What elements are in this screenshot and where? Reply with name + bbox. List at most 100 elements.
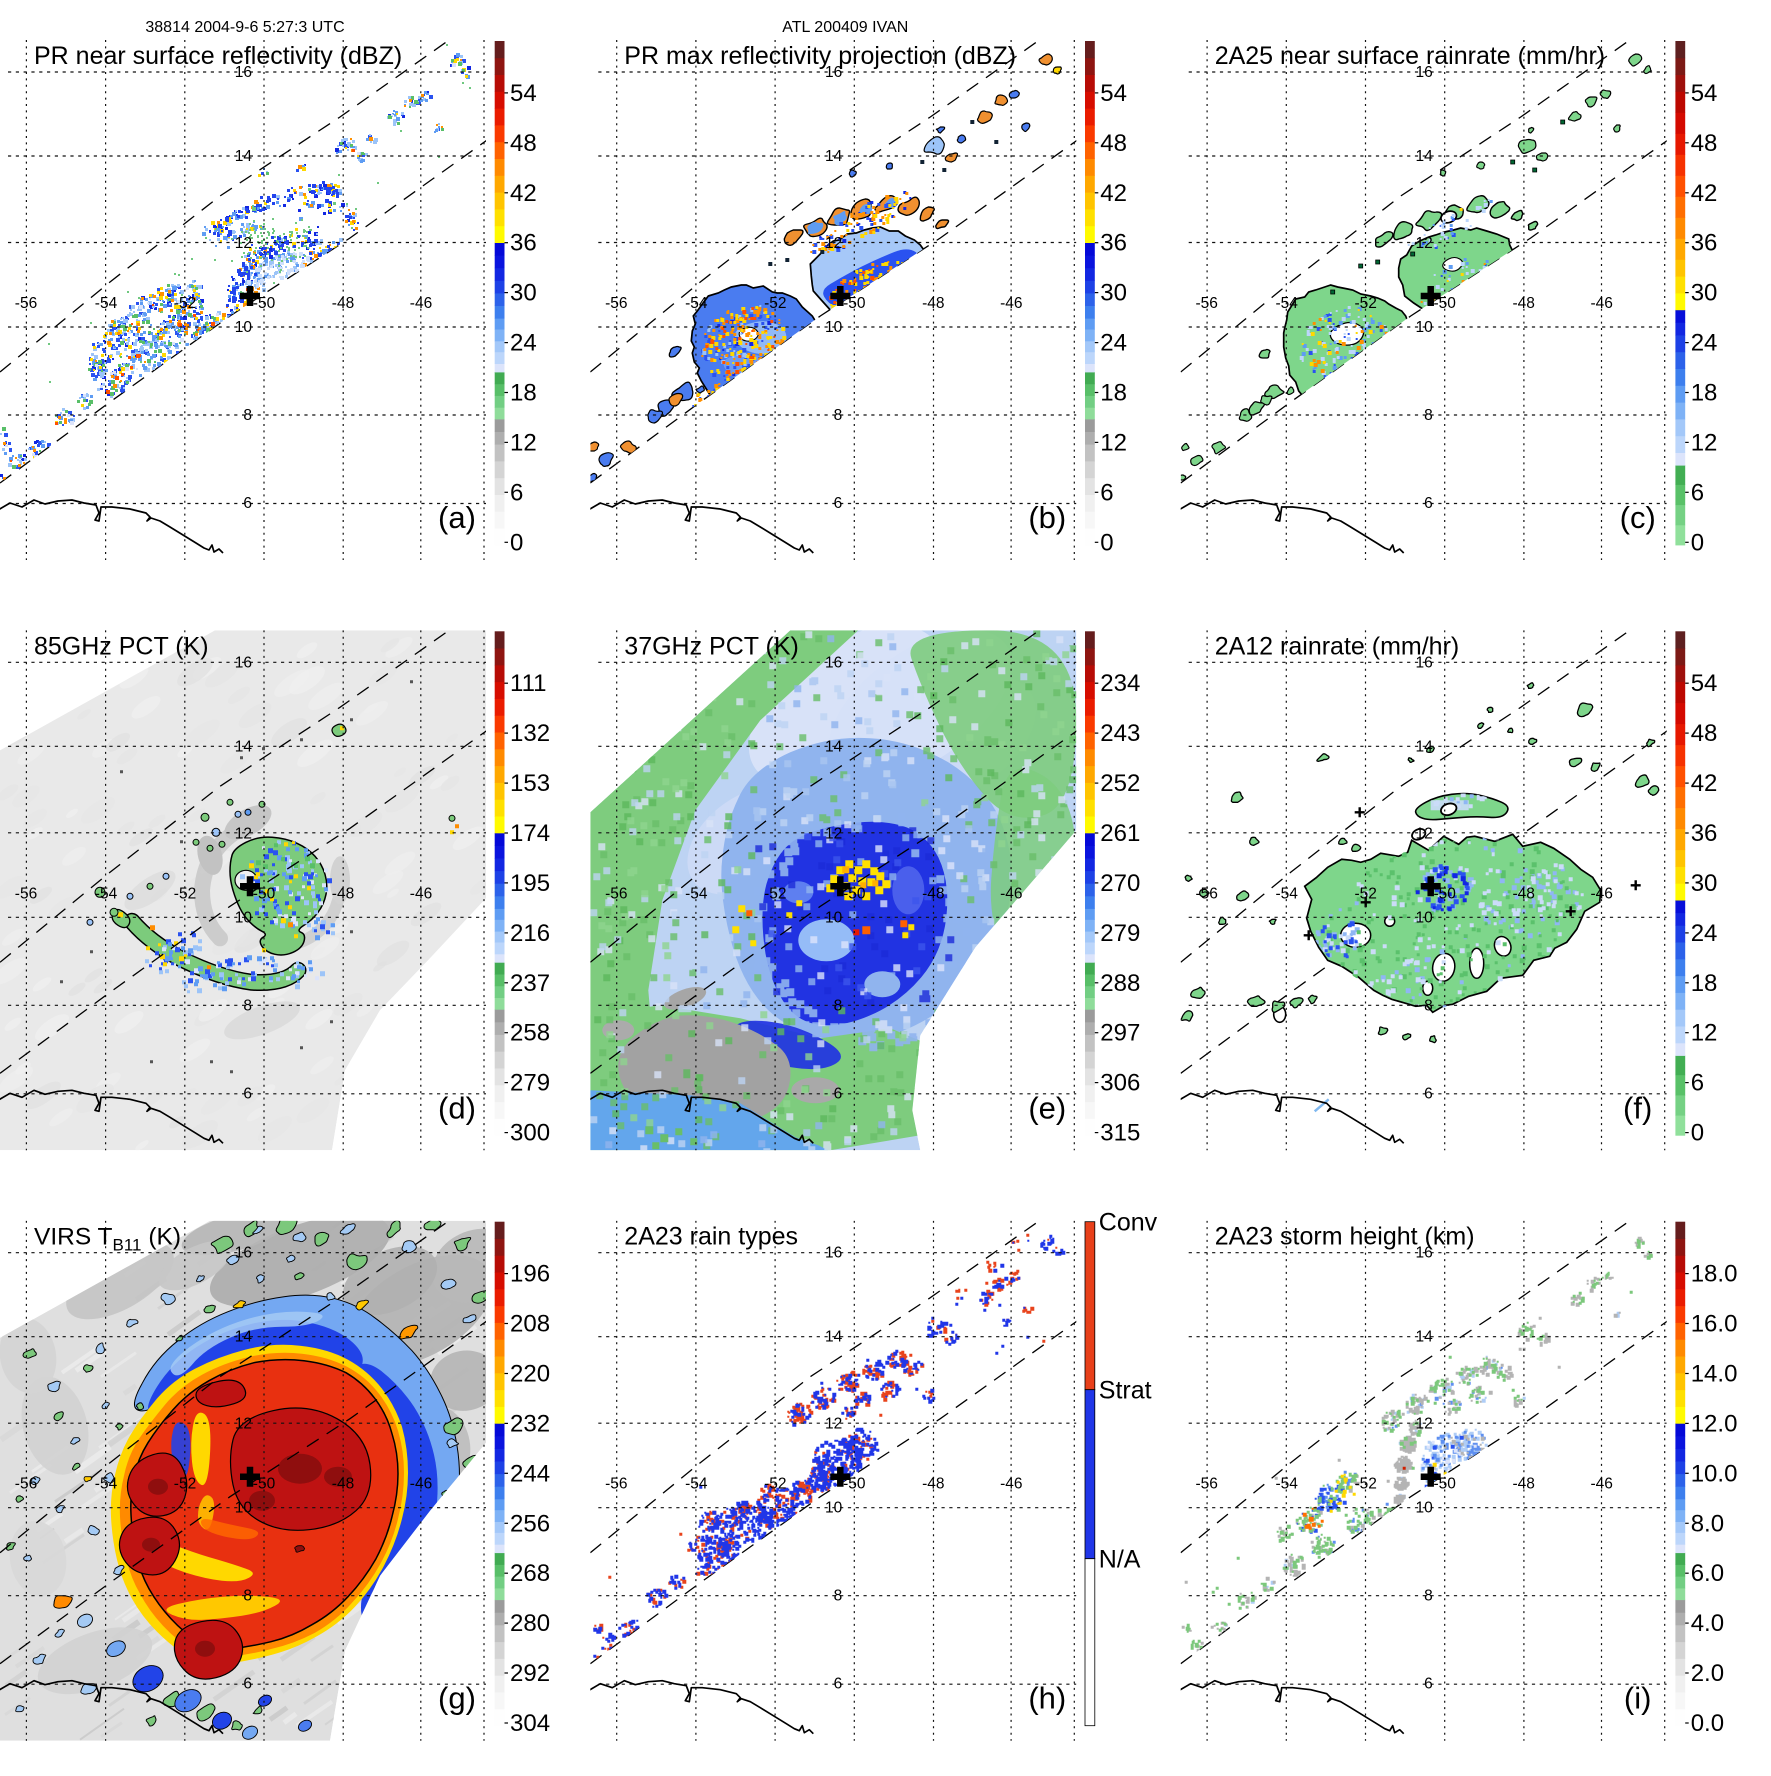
svg-text:256: 256: [510, 1510, 550, 1537]
svg-text:258: 258: [510, 1020, 550, 1047]
svg-text:292: 292: [510, 1660, 550, 1687]
svg-text:VIRS TB11 (K): VIRS TB11 (K): [34, 1224, 181, 1255]
svg-text:306: 306: [1100, 1070, 1140, 1097]
svg-text:-56: -56: [15, 1476, 37, 1493]
svg-text:6: 6: [510, 479, 523, 506]
svg-text:14: 14: [825, 738, 843, 755]
svg-text:-52: -52: [174, 885, 196, 902]
svg-text:24: 24: [1691, 920, 1718, 947]
svg-text:237: 237: [510, 970, 550, 997]
svg-text:54: 54: [1100, 80, 1127, 107]
svg-text:132: 132: [510, 720, 550, 747]
svg-text:-46: -46: [1000, 1476, 1022, 1493]
svg-text:2.0: 2.0: [1691, 1660, 1724, 1687]
svg-text:ATL 200409 IVAN: ATL 200409 IVAN: [782, 19, 908, 36]
svg-text:0.0: 0.0: [1691, 1710, 1724, 1737]
svg-text:Conv: Conv: [1099, 1209, 1158, 1237]
svg-text:12: 12: [1415, 825, 1432, 842]
svg-text:18: 18: [1100, 380, 1127, 407]
svg-text:(c): (c): [1620, 500, 1656, 535]
svg-text:12: 12: [825, 235, 842, 252]
svg-text:36: 36: [1100, 230, 1127, 257]
svg-text:300: 300: [510, 1120, 550, 1147]
svg-text:232: 232: [510, 1410, 550, 1437]
svg-text:8: 8: [834, 997, 843, 1014]
svg-text:-48: -48: [332, 295, 354, 312]
svg-text:(b): (b): [1028, 500, 1066, 535]
svg-text:30: 30: [510, 280, 537, 307]
svg-text:-52: -52: [764, 295, 786, 312]
svg-text:-50: -50: [843, 885, 866, 902]
svg-text:-48: -48: [922, 885, 944, 902]
svg-text:(i): (i): [1624, 1681, 1652, 1716]
svg-text:24: 24: [1691, 330, 1718, 357]
svg-text:16: 16: [1415, 654, 1432, 671]
svg-text:-56: -56: [1195, 1476, 1217, 1493]
svg-text:10: 10: [825, 1500, 843, 1517]
svg-text:-54: -54: [685, 885, 708, 902]
svg-text:PR max reflectivity projection: PR max reflectivity projection (dBZ): [624, 42, 1016, 70]
svg-text:42: 42: [510, 180, 537, 207]
svg-text:-46: -46: [1590, 295, 1612, 312]
svg-text:2A23 storm height (km): 2A23 storm height (km): [1215, 1223, 1475, 1251]
svg-text:-52: -52: [764, 1476, 786, 1493]
svg-text:10: 10: [1415, 1500, 1433, 1517]
svg-text:6: 6: [834, 1085, 843, 1102]
svg-text:-56: -56: [1195, 295, 1217, 312]
svg-text:-56: -56: [605, 1476, 627, 1493]
svg-text:-46: -46: [1590, 885, 1612, 902]
svg-text:(g): (g): [438, 1681, 476, 1716]
svg-text:37GHz PCT (K): 37GHz PCT (K): [624, 632, 799, 660]
svg-text:85GHz PCT (K): 85GHz PCT (K): [34, 632, 209, 660]
svg-text:16.0: 16.0: [1691, 1311, 1738, 1338]
svg-text:0: 0: [1691, 529, 1704, 556]
svg-text:54: 54: [510, 80, 537, 107]
svg-text:2A25 near surface rainrate (mm: 2A25 near surface rainrate (mm/hr): [1215, 42, 1605, 70]
svg-text:0: 0: [1100, 529, 1113, 556]
svg-text:6: 6: [1424, 1676, 1433, 1693]
svg-text:6: 6: [1424, 1085, 1433, 1102]
svg-text:-50: -50: [843, 295, 866, 312]
svg-text:12: 12: [1100, 429, 1127, 456]
svg-text:-54: -54: [1275, 885, 1298, 902]
svg-text:48: 48: [510, 130, 537, 157]
svg-text:-48: -48: [1512, 1476, 1534, 1493]
svg-text:16: 16: [1415, 64, 1432, 81]
svg-text:-52: -52: [174, 1476, 196, 1493]
svg-text:14: 14: [235, 148, 253, 165]
svg-text:30: 30: [1691, 280, 1718, 307]
svg-text:-56: -56: [605, 885, 627, 902]
svg-text:2A23 rain types: 2A23 rain types: [624, 1223, 798, 1251]
svg-text:54: 54: [1691, 80, 1718, 107]
svg-text:280: 280: [510, 1610, 550, 1637]
svg-text:6.0: 6.0: [1691, 1560, 1724, 1587]
svg-text:-48: -48: [1512, 885, 1534, 902]
svg-text:36: 36: [1691, 820, 1718, 847]
svg-text:6: 6: [243, 1676, 252, 1693]
svg-text:N/A: N/A: [1099, 1546, 1141, 1574]
svg-text:220: 220: [510, 1361, 550, 1388]
svg-text:14: 14: [235, 738, 253, 755]
svg-text:14: 14: [235, 1329, 253, 1346]
svg-text:(h): (h): [1028, 1681, 1066, 1716]
svg-text:42: 42: [1691, 180, 1718, 207]
svg-text:14: 14: [1415, 738, 1433, 755]
svg-text:10: 10: [825, 909, 843, 926]
svg-text:6: 6: [243, 495, 252, 512]
svg-text:279: 279: [1100, 920, 1140, 947]
svg-text:6: 6: [243, 1085, 252, 1102]
svg-text:6: 6: [1100, 479, 1113, 506]
svg-text:-52: -52: [1354, 1476, 1376, 1493]
svg-text:(a): (a): [438, 500, 476, 535]
svg-text:-52: -52: [1354, 295, 1376, 312]
svg-text:10: 10: [825, 319, 843, 336]
svg-text:24: 24: [510, 330, 537, 357]
svg-text:-54: -54: [95, 1476, 118, 1493]
svg-text:-50: -50: [1433, 885, 1456, 902]
svg-text:-56: -56: [1195, 885, 1217, 902]
svg-text:48: 48: [1691, 720, 1718, 747]
svg-text:-50: -50: [253, 1476, 276, 1493]
svg-text:-54: -54: [95, 885, 118, 902]
svg-text:8: 8: [243, 997, 252, 1014]
svg-text:297: 297: [1100, 1020, 1140, 1047]
